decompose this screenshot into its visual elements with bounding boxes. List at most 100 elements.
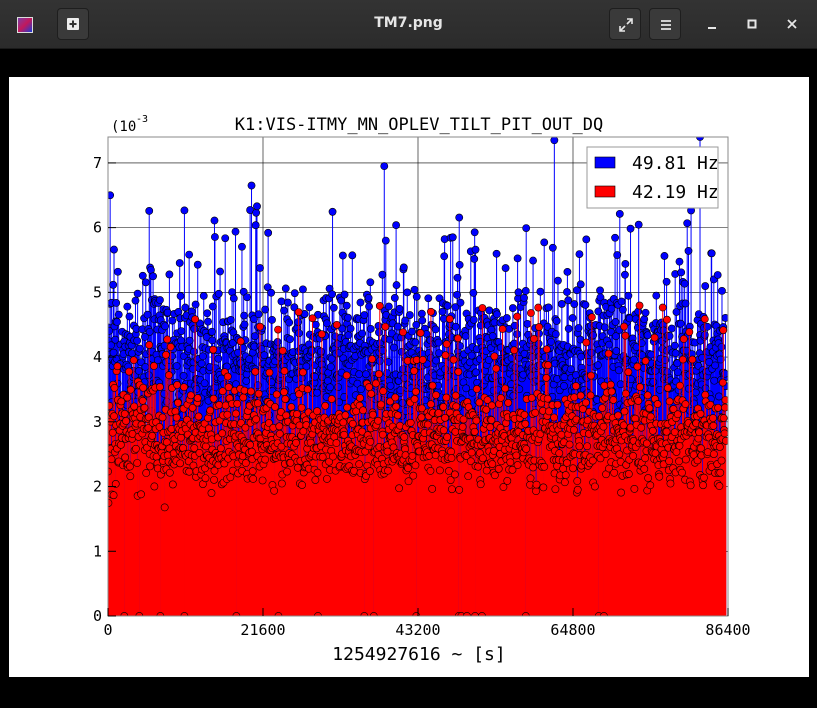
data-point [568, 314, 577, 322]
data-point [218, 387, 227, 396]
data-point [256, 322, 264, 331]
data-point [181, 303, 190, 312]
data-point [135, 367, 143, 375]
data-point [305, 303, 314, 312]
data-point [236, 337, 245, 346]
data-point [239, 393, 248, 402]
data-point [372, 379, 380, 388]
data-point [593, 361, 602, 370]
data-point [190, 324, 199, 333]
data-point [328, 290, 337, 299]
data-point [624, 291, 633, 300]
data-point [332, 320, 341, 329]
data-point [281, 284, 290, 293]
maximize-button[interactable] [744, 16, 760, 32]
data-point [214, 289, 223, 298]
new-tab-button[interactable] [57, 8, 89, 40]
data-point [139, 383, 148, 392]
data-point [360, 612, 369, 616]
data-point [203, 309, 212, 318]
data-point [520, 293, 528, 302]
data-point [366, 437, 375, 446]
data-point [572, 286, 581, 295]
data-point [677, 268, 686, 277]
data-point [508, 304, 517, 312]
data-point [717, 343, 726, 351]
data-point [233, 399, 242, 408]
data-point [488, 332, 497, 340]
image-viewport[interactable]: 0 1 2 3 4 5 6 7 0 21600 43200 64800 86400 K1:VIS-ITM… [0, 49, 817, 708]
data-point [191, 300, 200, 309]
data-point [148, 431, 157, 440]
fullscreen-button[interactable] [609, 8, 641, 40]
data-point [412, 320, 421, 329]
data-point [210, 216, 219, 225]
data-point [195, 448, 204, 457]
data-point [254, 389, 263, 398]
data-point [641, 308, 650, 317]
fullscreen-icon [619, 18, 633, 32]
data-point [451, 322, 460, 331]
data-point [290, 289, 299, 298]
data-point [660, 252, 669, 260]
data-point [165, 270, 174, 279]
data-point [713, 271, 722, 279]
data-point [353, 379, 362, 388]
data-point [529, 256, 537, 265]
data-point [339, 418, 348, 427]
data-point [299, 285, 307, 294]
menu-button[interactable] [649, 8, 681, 40]
data-point [374, 322, 383, 330]
data-point [703, 322, 712, 331]
data-point [252, 415, 261, 424]
data-point [470, 228, 479, 237]
data-point [358, 329, 367, 338]
data-point [667, 324, 676, 333]
data-point [238, 242, 246, 251]
data-point [261, 455, 270, 464]
data-point [672, 308, 681, 316]
data-point [466, 358, 474, 367]
data-point [223, 372, 232, 381]
data-point [522, 224, 531, 232]
data-point [596, 293, 605, 302]
data-point [455, 260, 464, 269]
data-point [384, 358, 393, 366]
data-point [242, 377, 251, 385]
data-point [177, 336, 185, 345]
data-point [386, 381, 395, 390]
data-point [166, 342, 175, 351]
data-point [424, 294, 433, 303]
data-point [360, 311, 369, 319]
data-point [145, 341, 154, 349]
data-point [176, 459, 185, 468]
data-point [369, 612, 378, 616]
data-point [405, 311, 414, 319]
data-point [392, 221, 400, 230]
data-point [343, 403, 352, 412]
close-button[interactable] [784, 16, 800, 32]
data-point [210, 466, 219, 475]
data-point [643, 331, 652, 340]
data-point [368, 355, 376, 364]
minimize-button[interactable] [704, 16, 720, 32]
data-point [652, 291, 661, 300]
data-point [263, 283, 272, 292]
data-point [550, 137, 559, 145]
data-point [551, 330, 560, 339]
data-point [334, 383, 343, 392]
data-point [484, 356, 493, 364]
data-point [308, 346, 316, 355]
data-point [223, 410, 232, 419]
data-point [111, 335, 120, 344]
data-point [340, 290, 349, 299]
data-point [226, 473, 235, 482]
data-point [274, 612, 283, 616]
data-point [431, 325, 440, 334]
data-point [317, 347, 325, 356]
data-point [313, 468, 322, 477]
data-point [283, 467, 291, 476]
data-point [141, 363, 150, 371]
data-point [467, 351, 476, 360]
